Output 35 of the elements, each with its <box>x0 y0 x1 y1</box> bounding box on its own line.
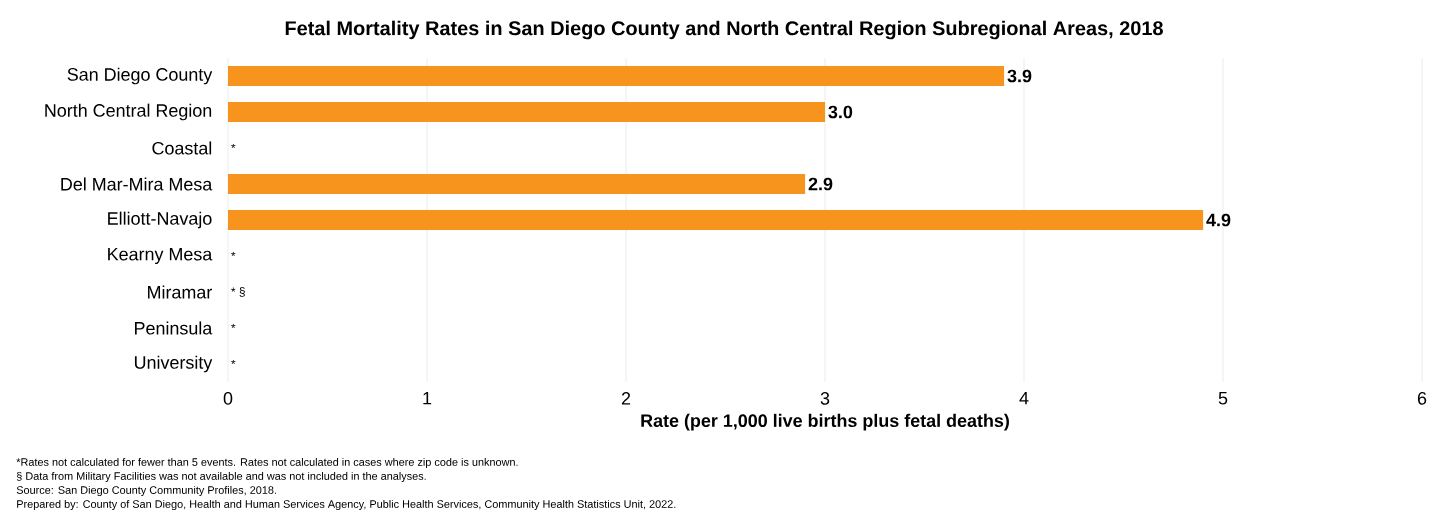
x-tick-label: 3 <box>820 392 830 405</box>
data-label: 3.0 <box>828 105 853 119</box>
y-tick-label: North Central Region <box>45 103 212 121</box>
text: * <box>231 323 236 329</box>
bar <box>228 66 1005 86</box>
x-tick-label: 5 <box>1218 392 1228 405</box>
y-tick-label: San Diego County <box>67 67 213 85</box>
y-tick-label: Miramar <box>148 285 212 299</box>
chart-title: Fetal Mortality Rates in San Diego County and North Central Region Subregional Areas, 2018 <box>285 20 1163 40</box>
text: *Rates not calculated for fewer than 5 events. Rates not calculated in cases where zip code is unknown. <box>16 457 518 469</box>
x-tick-label: 4 <box>1019 392 1029 405</box>
y-tick-label: Kearny Mesa <box>108 247 213 265</box>
text: * <box>231 143 236 149</box>
data-label: 2.9 <box>808 177 833 191</box>
bar <box>228 210 1204 230</box>
text: * <box>231 251 236 257</box>
text: § Data from Military Facilities was not available and was not included in the analyses. <box>16 471 426 483</box>
x-tick-label: 1 <box>423 392 432 405</box>
bar <box>228 102 826 122</box>
x-tick-label: 2 <box>621 392 631 405</box>
source-note: Source: San Diego County Community Profiles, 2018. <box>16 485 276 497</box>
x-axis-title: Rate (per 1,000 live births plus fetal deaths) <box>641 413 1009 431</box>
x-tick-label: 0 <box>223 392 233 405</box>
y-tick-label: Elliott-Navajo <box>108 211 212 229</box>
text: * <box>231 359 236 365</box>
data-label: 3.9 <box>1007 69 1032 83</box>
y-tick-label: Peninsula <box>135 321 213 335</box>
data-label: 4.9 <box>1206 213 1231 227</box>
bar <box>228 174 806 194</box>
y-tick-label: Coastal <box>152 141 212 155</box>
y-tick-label: Del Mar-Mira Mesa <box>61 177 213 191</box>
text: * § <box>231 287 245 297</box>
y-tick-label: University <box>134 355 213 373</box>
x-tick-label: 6 <box>1417 392 1427 405</box>
text: Prepared by: County of San Diego, Health and Human Services Agency, Public Health Services, Community Health Statistics Unit, 2022. <box>17 499 676 511</box>
